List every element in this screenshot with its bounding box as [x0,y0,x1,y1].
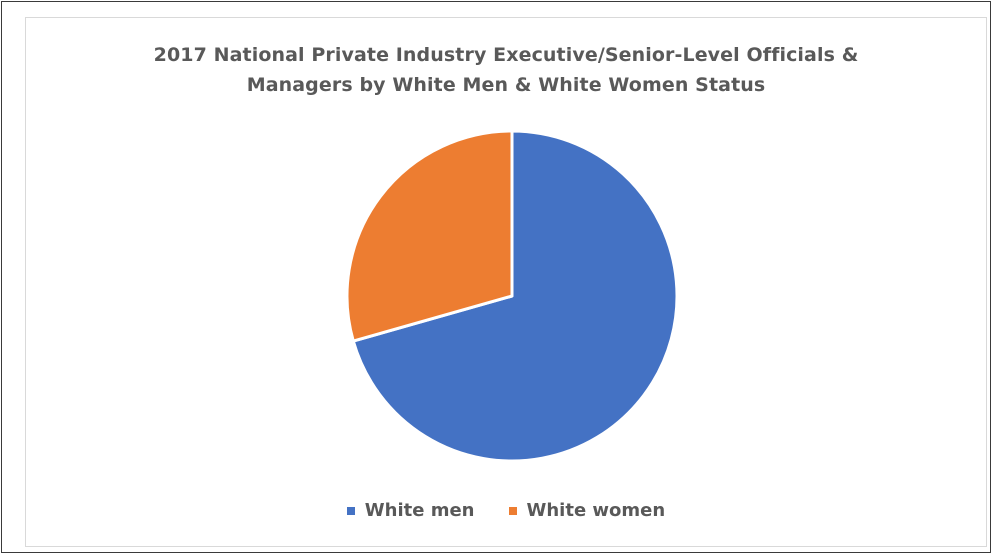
pie-slice-white-men [351,129,679,463]
legend-label-white-men: White men [364,500,475,521]
legend-swatch-white-women [508,506,517,515]
pie-slices [345,129,679,463]
pie-chart [345,129,679,463]
legend-item-white-women: White women [508,500,666,521]
legend-item-white-men: White men [346,500,475,521]
chart-area: 2017 National Private Industry Executive… [25,17,987,547]
legend: White men White women [26,500,986,521]
legend-label-white-women: White women [526,500,666,521]
chart-title-line-1: 2017 National Private Industry Executive… [153,44,859,66]
chart-title-line-2: Managers by White Men & White Women Stat… [246,74,766,96]
pie-slice-white-women [345,129,514,343]
chart-title: 2017 National Private Industry Executive… [26,40,986,100]
legend-swatch-white-men [346,506,355,515]
